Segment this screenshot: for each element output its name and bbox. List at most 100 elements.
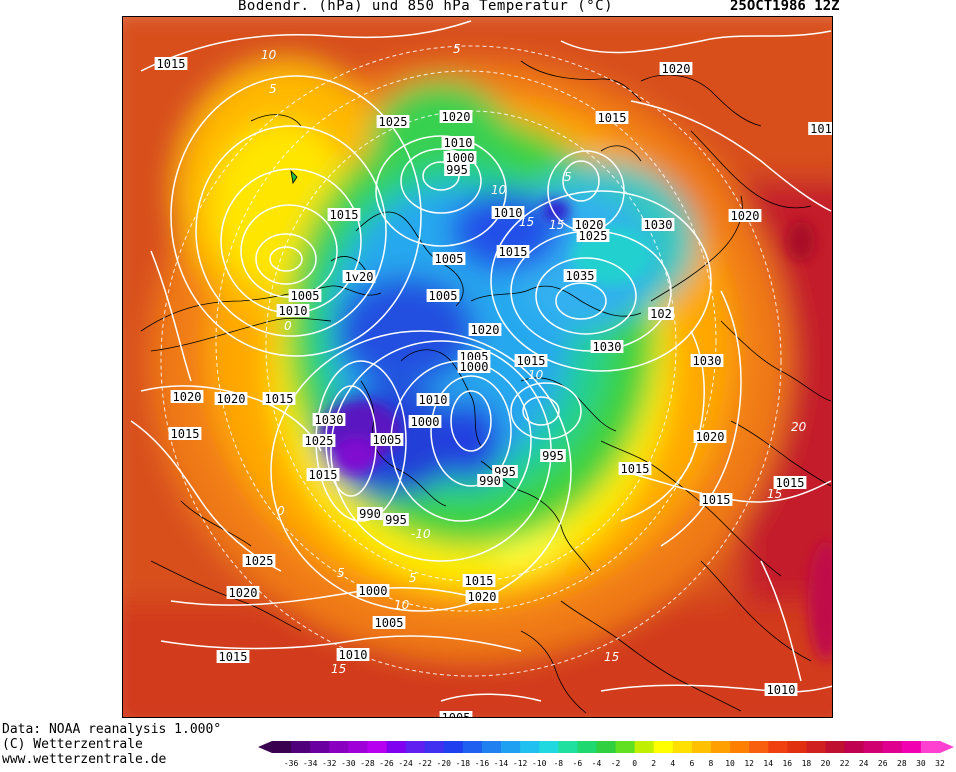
map-date: 25OCT1986 12Z [730,0,840,14]
legend-tick-label: -10 [532,759,547,768]
isobar-label: 1020 [693,430,727,444]
legend-swatch [596,741,617,753]
svg-text:1025: 1025 [579,229,608,243]
isobar-label: 1010 [441,136,475,150]
legend-swatch [367,741,388,753]
isotherm-label: 15 [767,487,782,501]
svg-text:1005: 1005 [291,289,320,303]
coastlines [140,60,832,714]
legend-tick-label: 4 [670,759,675,768]
legend-swatch [710,741,731,753]
legend-tick-label: 14 [763,759,773,768]
legend-tick-label: -18 [456,759,471,768]
legend-swatch [462,741,483,753]
legend-tick-label: 12 [744,759,754,768]
isobar-label: 995 [444,163,470,177]
isobar-label: 1005 [372,616,406,630]
legend-tick-label: -20 [437,759,452,768]
isobar-label: 1020 [465,590,499,604]
svg-text:1030: 1030 [644,218,673,232]
legend-tick-label: -8 [553,759,563,768]
svg-text:1015: 1015 [621,462,650,476]
isobar-label: 1015 [306,468,340,482]
isobar-label: 1015 [262,392,296,406]
isobar-label: 1ᴠ20 [342,270,376,284]
svg-text:1015: 1015 [702,493,731,507]
legend-swatch [501,741,521,753]
legend-swatch [806,741,826,753]
legend-tick-label: -26 [379,759,394,768]
svg-text:1025: 1025 [379,115,408,129]
isobar-label: 1005 [370,433,404,447]
isobar-label: 1020 [728,209,762,223]
isobar-label: 1015 [496,245,530,259]
svg-text:995: 995 [446,163,468,177]
isobar-label: 1015 [327,208,361,222]
svg-text:1000: 1000 [446,151,475,165]
legend-swatch [291,741,311,753]
svg-text:1005: 1005 [435,252,464,266]
svg-text:1000: 1000 [460,360,489,374]
isobar-label: 1030 [590,340,624,354]
legend-swatch [691,741,712,753]
legend-swatch [272,741,292,753]
svg-text:1015: 1015 [330,208,359,222]
isobar-label: 1015 [514,354,548,368]
svg-text:1030: 1030 [315,413,344,427]
legend-swatch [920,741,941,753]
svg-text:1015: 1015 [499,245,528,259]
legend-tick-label: -28 [360,759,375,768]
svg-text:1010: 1010 [494,206,523,220]
legend-tick-label: 16 [782,759,792,768]
isotherm-label: -10 [411,527,431,541]
svg-text:1020: 1020 [173,390,202,404]
isobar-label: 1010 [764,683,798,697]
isotherm-label: 10 [261,48,277,62]
legend-swatch [825,741,846,753]
legend-tick-label: -22 [417,759,432,768]
legend-tick-label: -12 [513,759,528,768]
svg-text:1020: 1020 [662,62,691,76]
svg-text:1015: 1015 [517,354,546,368]
isobar-label: 995 [383,513,409,527]
isotherm-label: 5 [269,82,277,96]
svg-text:1025: 1025 [245,554,274,568]
legend-swatch [634,741,655,753]
svg-text:1ᴠ20: 1ᴠ20 [345,270,374,284]
isobar-label: 1010 [336,648,370,662]
isotherm-label: 10 [491,183,507,197]
isobar-label: 1020 [226,586,260,600]
isobar-label: 1020 [572,218,606,232]
svg-text:995: 995 [542,449,564,463]
svg-text:1020: 1020 [471,323,500,337]
isobar-label: 1020 [214,392,248,406]
legend-swatch [615,741,636,753]
isotherm-label: 0 [277,504,285,518]
legend-swatch [348,741,368,753]
legend-tick-label: 30 [916,759,926,768]
isobar-label: 1010 [416,393,450,407]
legend-tick-label: -36 [284,759,299,768]
svg-text:1020: 1020 [442,110,471,124]
svg-text:990: 990 [359,507,381,521]
isotherm-label: 0 [284,319,292,333]
isotherm-label: 10 [528,368,544,382]
isobar-label: 1015 [216,650,250,664]
svg-text:1015: 1015 [171,427,200,441]
svg-text:1005: 1005 [429,289,458,303]
legend-swatch [424,741,445,753]
svg-text:101: 101 [810,122,832,136]
legend-tick-label: -14 [494,759,509,768]
legend-swatch [768,741,788,753]
svg-text:1015: 1015 [598,111,627,125]
svg-text:102: 102 [650,307,672,321]
isobar-label: 1000 [443,151,477,165]
svg-text:1015: 1015 [157,57,186,71]
svg-text:1010: 1010 [279,304,308,318]
isobar-label: 995 [540,449,566,463]
legend-swatch [329,741,349,753]
legend-tick-label: 0 [632,759,637,768]
isobar-label: 102 [648,307,674,321]
svg-text:1015: 1015 [265,392,294,406]
